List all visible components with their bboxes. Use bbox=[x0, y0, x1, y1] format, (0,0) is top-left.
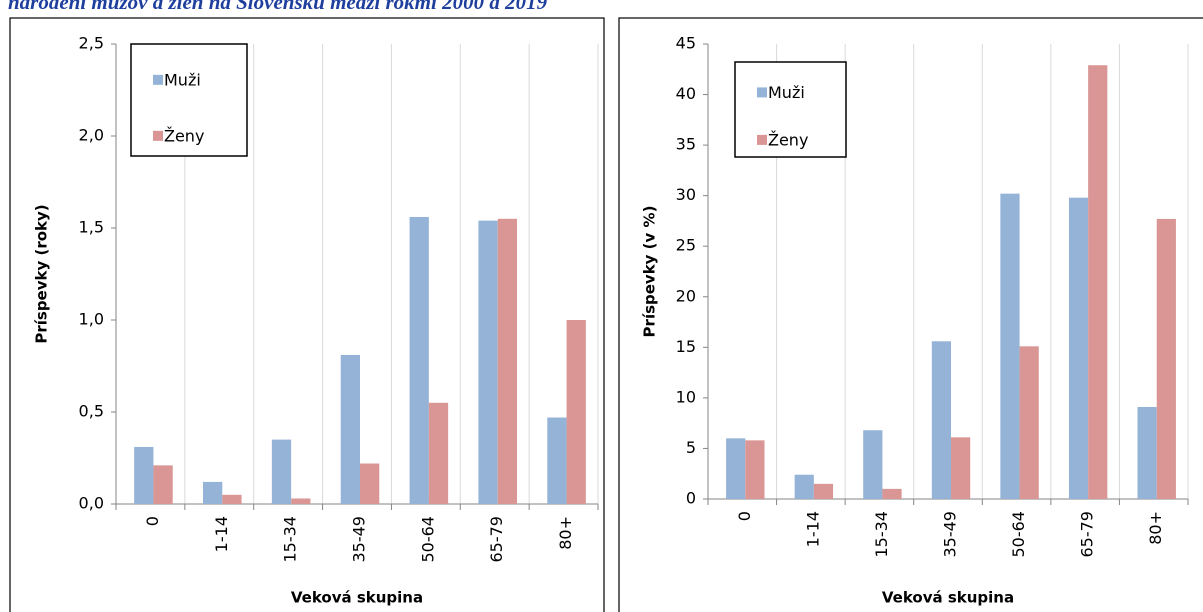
bar bbox=[951, 437, 971, 499]
x-tick-label: 50-64 bbox=[1009, 511, 1028, 558]
bar bbox=[153, 465, 173, 504]
x-tick-label: 35-49 bbox=[941, 511, 960, 558]
legend-label: Ženy bbox=[164, 126, 204, 145]
chart: 0,0 0,5 1,0 1,5 2,0 2,5 0 1-14 15-34 35-49 50-64 65… bbox=[9, 17, 605, 612]
bar bbox=[726, 438, 746, 499]
y-tick-label: 15 bbox=[676, 337, 696, 356]
x-tick-label: 1-14 bbox=[212, 516, 231, 552]
y-tick-label: 5 bbox=[686, 438, 696, 457]
y-tick-label: 0,0 bbox=[79, 494, 104, 513]
bar bbox=[340, 354, 360, 504]
x-tick-label: 35-49 bbox=[350, 516, 369, 563]
bar bbox=[931, 341, 951, 499]
y-tick-label: 2,5 bbox=[79, 34, 104, 53]
bar bbox=[271, 439, 292, 504]
bar bbox=[547, 417, 567, 504]
legend-label: Ženy bbox=[768, 130, 808, 149]
legend-swatch bbox=[153, 74, 163, 85]
bar bbox=[1156, 218, 1176, 499]
y-tick-label: 20 bbox=[676, 286, 696, 305]
chart: 0 5 10 15 20 25 30 35 40 45 0 1-14 15-34 35-49 50-64 65… bbox=[618, 17, 1203, 612]
page-title: narodení mužov a žien na Slovensku medzi… bbox=[8, 0, 548, 14]
x-tick-label: 80+ bbox=[1146, 511, 1165, 545]
chart-frame bbox=[618, 17, 1203, 612]
y-tick-label: 45 bbox=[676, 34, 696, 53]
legend-box bbox=[130, 43, 248, 157]
y-tick-label: 25 bbox=[676, 236, 696, 255]
bar bbox=[360, 463, 380, 504]
y-tick-label: 30 bbox=[676, 185, 696, 204]
legend-box bbox=[734, 61, 847, 158]
y-tick-label: 0,5 bbox=[79, 402, 104, 421]
chart-frame bbox=[9, 17, 605, 612]
y-axis-title: Príspevky (v %) bbox=[641, 206, 659, 338]
x-tick-label: 1-14 bbox=[803, 511, 822, 547]
x-tick-label: 80+ bbox=[556, 516, 575, 550]
x-tick-label: 15-34 bbox=[281, 516, 300, 563]
x-tick-label: 0 bbox=[143, 516, 162, 526]
legend-label: Muži bbox=[164, 70, 201, 89]
bar bbox=[863, 430, 883, 499]
x-tick-label: 65-79 bbox=[487, 516, 506, 563]
bar bbox=[428, 402, 449, 504]
y-tick-label: 35 bbox=[676, 135, 696, 154]
legend-label: Muži bbox=[768, 83, 805, 102]
bar bbox=[745, 440, 765, 499]
bar bbox=[497, 218, 517, 505]
y-tick-label: 10 bbox=[676, 387, 696, 406]
bar bbox=[222, 494, 242, 504]
x-tick-label: 50-64 bbox=[418, 516, 437, 563]
bar bbox=[813, 483, 834, 499]
bar bbox=[566, 320, 586, 504]
x-tick-label: 65-79 bbox=[1078, 511, 1097, 558]
bar bbox=[882, 488, 902, 499]
y-axis-title: Príspevky (roky) bbox=[33, 204, 51, 343]
x-axis-title: Veková skupina bbox=[882, 589, 1014, 607]
y-tick-label: 1,5 bbox=[79, 218, 104, 237]
y-tick-label: 2,0 bbox=[79, 126, 104, 145]
x-tick-label: 0 bbox=[735, 511, 754, 521]
y-tick-label: 1,0 bbox=[79, 310, 104, 329]
bar bbox=[794, 474, 814, 499]
bar bbox=[478, 220, 498, 504]
legend-swatch bbox=[757, 87, 767, 98]
bar bbox=[291, 498, 311, 504]
legend-swatch bbox=[153, 130, 163, 141]
bar bbox=[1068, 197, 1089, 499]
bar bbox=[134, 446, 154, 504]
x-tick-label: 15-34 bbox=[872, 511, 891, 558]
bar bbox=[203, 481, 223, 504]
legend-swatch bbox=[757, 134, 767, 145]
x-axis-title: Veková skupina bbox=[291, 589, 423, 607]
bar bbox=[1000, 193, 1020, 499]
bar bbox=[1137, 406, 1157, 499]
bar bbox=[409, 216, 429, 504]
y-tick-label: 40 bbox=[676, 84, 696, 103]
bar bbox=[1088, 65, 1108, 499]
y-tick-label: 0 bbox=[686, 489, 696, 508]
bar bbox=[1019, 346, 1039, 499]
